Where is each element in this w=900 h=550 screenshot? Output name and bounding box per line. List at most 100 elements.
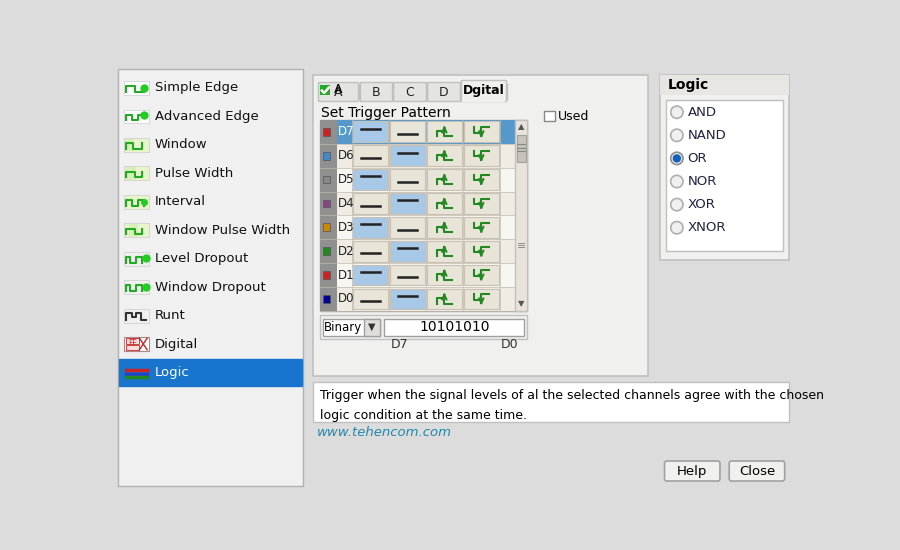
Text: 10101010: 10101010 xyxy=(419,320,490,334)
Circle shape xyxy=(673,155,680,162)
FancyBboxPatch shape xyxy=(464,241,499,262)
Bar xyxy=(322,200,330,207)
FancyBboxPatch shape xyxy=(124,81,148,95)
FancyBboxPatch shape xyxy=(320,120,527,311)
FancyBboxPatch shape xyxy=(322,318,381,336)
FancyBboxPatch shape xyxy=(353,145,388,166)
Text: C: C xyxy=(405,86,414,98)
FancyBboxPatch shape xyxy=(320,316,527,339)
FancyBboxPatch shape xyxy=(462,100,505,102)
FancyBboxPatch shape xyxy=(124,195,148,209)
FancyBboxPatch shape xyxy=(125,139,134,151)
Text: Close: Close xyxy=(739,465,775,477)
FancyBboxPatch shape xyxy=(320,239,515,263)
FancyBboxPatch shape xyxy=(124,138,148,152)
FancyBboxPatch shape xyxy=(390,265,425,285)
Circle shape xyxy=(670,175,683,188)
FancyBboxPatch shape xyxy=(664,461,720,481)
FancyBboxPatch shape xyxy=(124,338,148,351)
FancyBboxPatch shape xyxy=(320,216,337,239)
FancyBboxPatch shape xyxy=(320,120,515,144)
FancyBboxPatch shape xyxy=(390,193,425,214)
Circle shape xyxy=(670,222,683,234)
Text: D2: D2 xyxy=(338,245,354,258)
FancyBboxPatch shape xyxy=(126,338,139,344)
FancyBboxPatch shape xyxy=(129,224,138,236)
FancyBboxPatch shape xyxy=(390,241,425,262)
FancyBboxPatch shape xyxy=(428,82,460,101)
FancyBboxPatch shape xyxy=(306,66,808,490)
FancyBboxPatch shape xyxy=(320,287,515,311)
Circle shape xyxy=(670,199,683,211)
FancyBboxPatch shape xyxy=(393,82,426,101)
Text: Advanced Edge: Advanced Edge xyxy=(155,110,258,123)
FancyBboxPatch shape xyxy=(320,85,330,95)
FancyBboxPatch shape xyxy=(427,169,462,190)
FancyBboxPatch shape xyxy=(464,193,499,214)
FancyBboxPatch shape xyxy=(427,122,462,142)
Text: Window Dropout: Window Dropout xyxy=(155,281,266,294)
Text: D6: D6 xyxy=(338,149,354,162)
FancyBboxPatch shape xyxy=(318,82,358,101)
Text: Dgital: Dgital xyxy=(463,84,505,97)
FancyBboxPatch shape xyxy=(124,223,148,238)
FancyBboxPatch shape xyxy=(353,217,388,238)
FancyBboxPatch shape xyxy=(320,263,337,287)
FancyBboxPatch shape xyxy=(126,345,139,350)
FancyBboxPatch shape xyxy=(390,145,425,166)
Text: D7: D7 xyxy=(391,338,408,351)
Text: D: D xyxy=(438,86,448,98)
Text: XOR: XOR xyxy=(688,198,716,211)
FancyBboxPatch shape xyxy=(464,122,499,142)
Text: Set Trigger Pattern: Set Trigger Pattern xyxy=(321,106,451,120)
FancyBboxPatch shape xyxy=(320,191,337,216)
FancyBboxPatch shape xyxy=(517,135,526,162)
Bar xyxy=(322,176,330,184)
Text: ▼: ▼ xyxy=(368,322,375,332)
FancyBboxPatch shape xyxy=(427,217,462,238)
Bar xyxy=(322,223,330,231)
Text: D7: D7 xyxy=(338,125,354,139)
Text: Interval: Interval xyxy=(155,195,206,208)
FancyBboxPatch shape xyxy=(320,287,337,311)
FancyBboxPatch shape xyxy=(729,461,785,481)
FancyBboxPatch shape xyxy=(320,168,337,191)
Text: D4: D4 xyxy=(338,197,354,210)
Bar xyxy=(322,248,330,255)
Text: D0: D0 xyxy=(500,338,518,351)
FancyBboxPatch shape xyxy=(320,144,337,168)
FancyBboxPatch shape xyxy=(320,191,515,216)
FancyBboxPatch shape xyxy=(427,145,462,166)
FancyBboxPatch shape xyxy=(515,120,527,311)
Text: Runt: Runt xyxy=(155,309,185,322)
FancyBboxPatch shape xyxy=(118,69,302,486)
FancyBboxPatch shape xyxy=(464,145,499,166)
Text: D1: D1 xyxy=(338,268,354,282)
FancyBboxPatch shape xyxy=(320,120,337,144)
Text: Window Pulse Width: Window Pulse Width xyxy=(155,224,290,237)
FancyBboxPatch shape xyxy=(461,80,506,101)
FancyBboxPatch shape xyxy=(464,265,499,285)
FancyBboxPatch shape xyxy=(427,265,462,285)
Text: NAND: NAND xyxy=(688,129,726,142)
FancyBboxPatch shape xyxy=(124,109,148,123)
Circle shape xyxy=(670,129,683,141)
FancyBboxPatch shape xyxy=(119,359,302,386)
Text: Simple Edge: Simple Edge xyxy=(155,81,238,95)
FancyBboxPatch shape xyxy=(124,252,148,266)
FancyBboxPatch shape xyxy=(353,122,388,142)
FancyBboxPatch shape xyxy=(353,289,388,309)
Text: ≡: ≡ xyxy=(517,241,526,251)
Text: ▼: ▼ xyxy=(518,299,525,309)
FancyBboxPatch shape xyxy=(666,100,783,251)
FancyBboxPatch shape xyxy=(320,216,515,239)
FancyBboxPatch shape xyxy=(124,366,148,380)
FancyBboxPatch shape xyxy=(353,265,388,285)
FancyBboxPatch shape xyxy=(390,217,425,238)
Text: Level Dropout: Level Dropout xyxy=(155,252,248,266)
FancyBboxPatch shape xyxy=(124,309,148,323)
FancyBboxPatch shape xyxy=(360,82,392,101)
Text: www.tehencom.com: www.tehencom.com xyxy=(317,426,452,439)
FancyBboxPatch shape xyxy=(313,75,648,376)
Text: Logic: Logic xyxy=(155,366,190,379)
